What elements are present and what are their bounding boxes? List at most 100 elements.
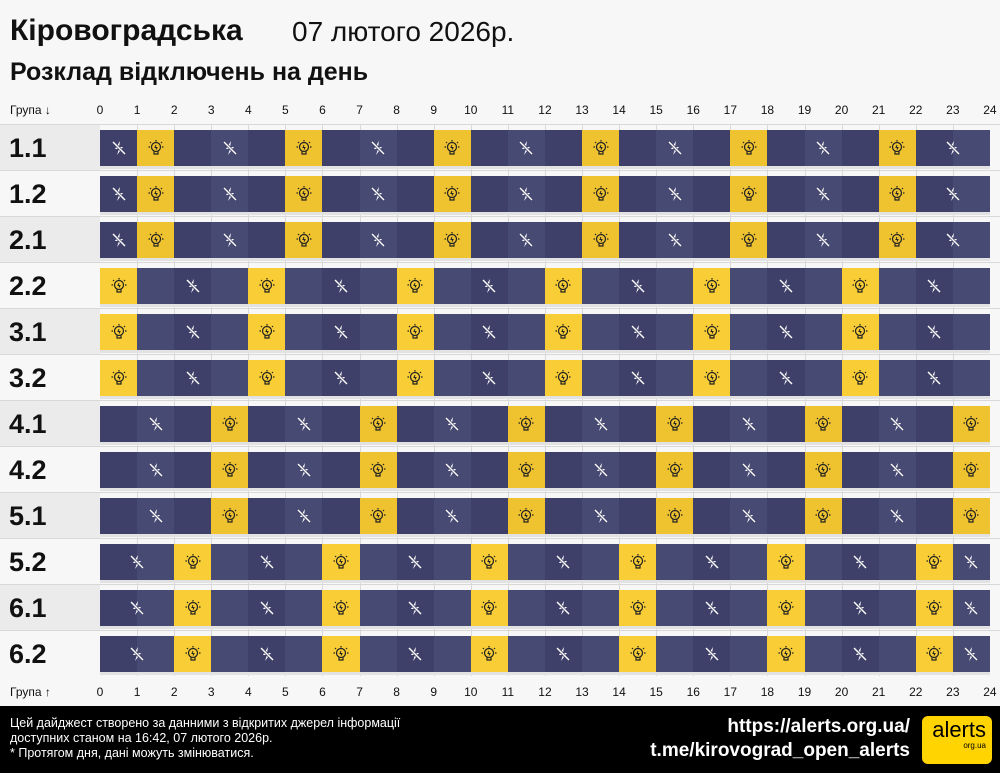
power-on-segment[interactable] (137, 130, 175, 166)
power-on-segment[interactable] (619, 590, 657, 626)
power-off-segment[interactable] (544, 498, 657, 534)
power-on-segment[interactable] (582, 130, 620, 166)
power-off-segment[interactable] (174, 222, 286, 258)
power-off-segment[interactable] (100, 176, 138, 212)
power-on-segment[interactable] (878, 222, 916, 258)
power-off-segment[interactable] (248, 452, 360, 488)
power-on-segment[interactable] (433, 130, 471, 166)
power-off-segment[interactable] (322, 222, 434, 258)
power-off-segment[interactable] (841, 498, 953, 534)
power-off-segment[interactable] (433, 314, 545, 350)
power-on-segment[interactable] (285, 176, 323, 212)
power-off-segment[interactable] (470, 222, 583, 258)
power-off-segment[interactable] (693, 452, 805, 488)
power-off-segment[interactable] (100, 544, 175, 580)
power-on-segment[interactable] (878, 130, 916, 166)
power-off-segment[interactable] (100, 452, 212, 488)
power-off-segment[interactable] (582, 314, 694, 350)
power-off-segment[interactable] (322, 130, 434, 166)
power-off-segment[interactable] (396, 498, 508, 534)
power-off-segment[interactable] (656, 544, 768, 580)
group-sort-label[interactable]: Група ↓ (10, 103, 51, 117)
power-off-segment[interactable] (396, 452, 508, 488)
power-off-segment[interactable] (359, 590, 471, 626)
power-off-segment[interactable] (507, 544, 620, 580)
power-on-segment[interactable] (730, 222, 768, 258)
power-on-segment[interactable] (470, 590, 508, 626)
power-off-segment[interactable] (211, 590, 323, 626)
power-on-segment[interactable] (693, 360, 731, 396)
power-off-segment[interactable] (100, 130, 138, 166)
power-on-segment[interactable] (248, 314, 286, 350)
power-off-segment[interactable] (767, 130, 879, 166)
power-on-segment[interactable] (804, 498, 842, 534)
power-on-segment[interactable] (693, 314, 731, 350)
power-off-segment[interactable] (693, 406, 805, 442)
power-on-segment[interactable] (322, 544, 360, 580)
power-on-segment[interactable] (470, 544, 508, 580)
power-on-segment[interactable] (248, 360, 286, 396)
power-on-segment[interactable] (878, 176, 916, 212)
power-on-segment[interactable] (396, 360, 434, 396)
power-on-segment[interactable] (841, 360, 879, 396)
telegram-link[interactable]: t.me/kirovograd_open_alerts (650, 740, 910, 761)
power-off-segment[interactable] (137, 268, 249, 304)
power-off-segment[interactable] (433, 360, 545, 396)
power-off-segment[interactable] (507, 590, 620, 626)
power-off-segment[interactable] (211, 636, 323, 672)
power-off-segment[interactable] (544, 406, 657, 442)
power-on-segment[interactable] (359, 406, 397, 442)
power-on-segment[interactable] (544, 360, 583, 396)
power-off-segment[interactable] (248, 406, 360, 442)
power-on-segment[interactable] (804, 452, 842, 488)
power-on-segment[interactable] (693, 268, 731, 304)
power-on-segment[interactable] (841, 268, 879, 304)
power-on-segment[interactable] (507, 498, 545, 534)
power-off-segment[interactable] (767, 176, 879, 212)
power-off-segment[interactable] (359, 544, 471, 580)
power-off-segment[interactable] (878, 360, 990, 396)
power-on-segment[interactable] (359, 452, 397, 488)
power-on-segment[interactable] (433, 222, 471, 258)
power-on-segment[interactable] (100, 360, 138, 396)
power-on-segment[interactable] (174, 590, 212, 626)
power-off-segment[interactable] (285, 314, 397, 350)
power-off-segment[interactable] (804, 636, 916, 672)
power-off-segment[interactable] (767, 222, 879, 258)
power-off-segment[interactable] (915, 176, 990, 212)
power-off-segment[interactable] (100, 498, 212, 534)
power-off-segment[interactable] (100, 590, 175, 626)
power-on-segment[interactable] (470, 636, 508, 672)
power-off-segment[interactable] (322, 176, 434, 212)
power-off-segment[interactable] (804, 590, 916, 626)
website-link[interactable]: https://alerts.org.ua/ (727, 716, 910, 737)
power-off-segment[interactable] (619, 176, 731, 212)
power-on-segment[interactable] (544, 268, 583, 304)
power-on-segment[interactable] (322, 636, 360, 672)
power-on-segment[interactable] (915, 636, 953, 672)
power-off-segment[interactable] (915, 130, 990, 166)
power-on-segment[interactable] (915, 590, 953, 626)
power-off-segment[interactable] (619, 222, 731, 258)
power-on-segment[interactable] (100, 314, 138, 350)
power-off-segment[interactable] (841, 406, 953, 442)
power-off-segment[interactable] (248, 498, 360, 534)
power-on-segment[interactable] (174, 636, 212, 672)
power-off-segment[interactable] (656, 590, 768, 626)
power-off-segment[interactable] (174, 176, 286, 212)
power-off-segment[interactable] (285, 268, 397, 304)
power-off-segment[interactable] (841, 452, 953, 488)
power-on-segment[interactable] (656, 498, 694, 534)
power-off-segment[interactable] (396, 406, 508, 442)
power-on-segment[interactable] (137, 176, 175, 212)
power-off-segment[interactable] (878, 314, 990, 350)
power-off-segment[interactable] (878, 268, 990, 304)
power-on-segment[interactable] (804, 406, 842, 442)
power-off-segment[interactable] (952, 590, 990, 626)
power-off-segment[interactable] (544, 452, 657, 488)
power-on-segment[interactable] (952, 452, 990, 488)
power-on-segment[interactable] (174, 544, 212, 580)
power-off-segment[interactable] (100, 222, 138, 258)
power-on-segment[interactable] (915, 544, 953, 580)
power-off-segment[interactable] (433, 268, 545, 304)
